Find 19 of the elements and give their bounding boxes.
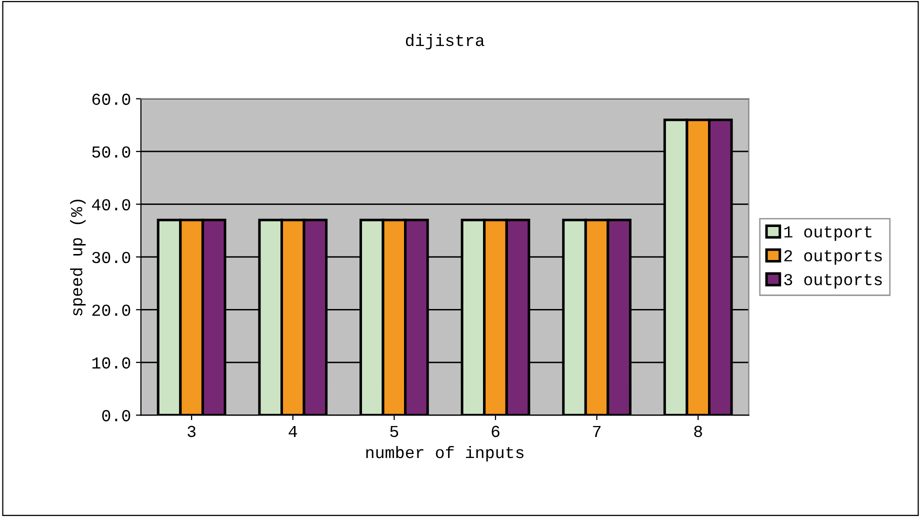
y-tick-label: 0.0 xyxy=(102,410,130,422)
y-tick-label: 10.0 xyxy=(92,357,130,369)
x-tick-label: 7 xyxy=(593,426,601,437)
legend-label: 2 outports xyxy=(784,250,882,265)
x-axis-title: number of inputs xyxy=(366,446,524,462)
x-tick-label: 8 xyxy=(694,426,702,438)
legend-label: 1 outport xyxy=(784,226,872,241)
chart-title: dijistra xyxy=(406,34,484,50)
x-tick-label: 4 xyxy=(288,426,298,437)
y-tick-label: 60.0 xyxy=(92,94,130,105)
x-tick-label: 6 xyxy=(492,426,500,438)
y-tick-label: 20.0 xyxy=(92,304,130,316)
y-tick-label: 30.0 xyxy=(92,252,130,264)
legend-label: 3 outports xyxy=(784,274,882,289)
x-tick-label: 3 xyxy=(188,426,196,438)
y-tick-label: 50.0 xyxy=(92,146,130,158)
y-tick-label: 40.0 xyxy=(92,199,130,210)
x-tick-label: 5 xyxy=(390,426,398,438)
y-axis-title: speed up (%) xyxy=(70,200,86,316)
